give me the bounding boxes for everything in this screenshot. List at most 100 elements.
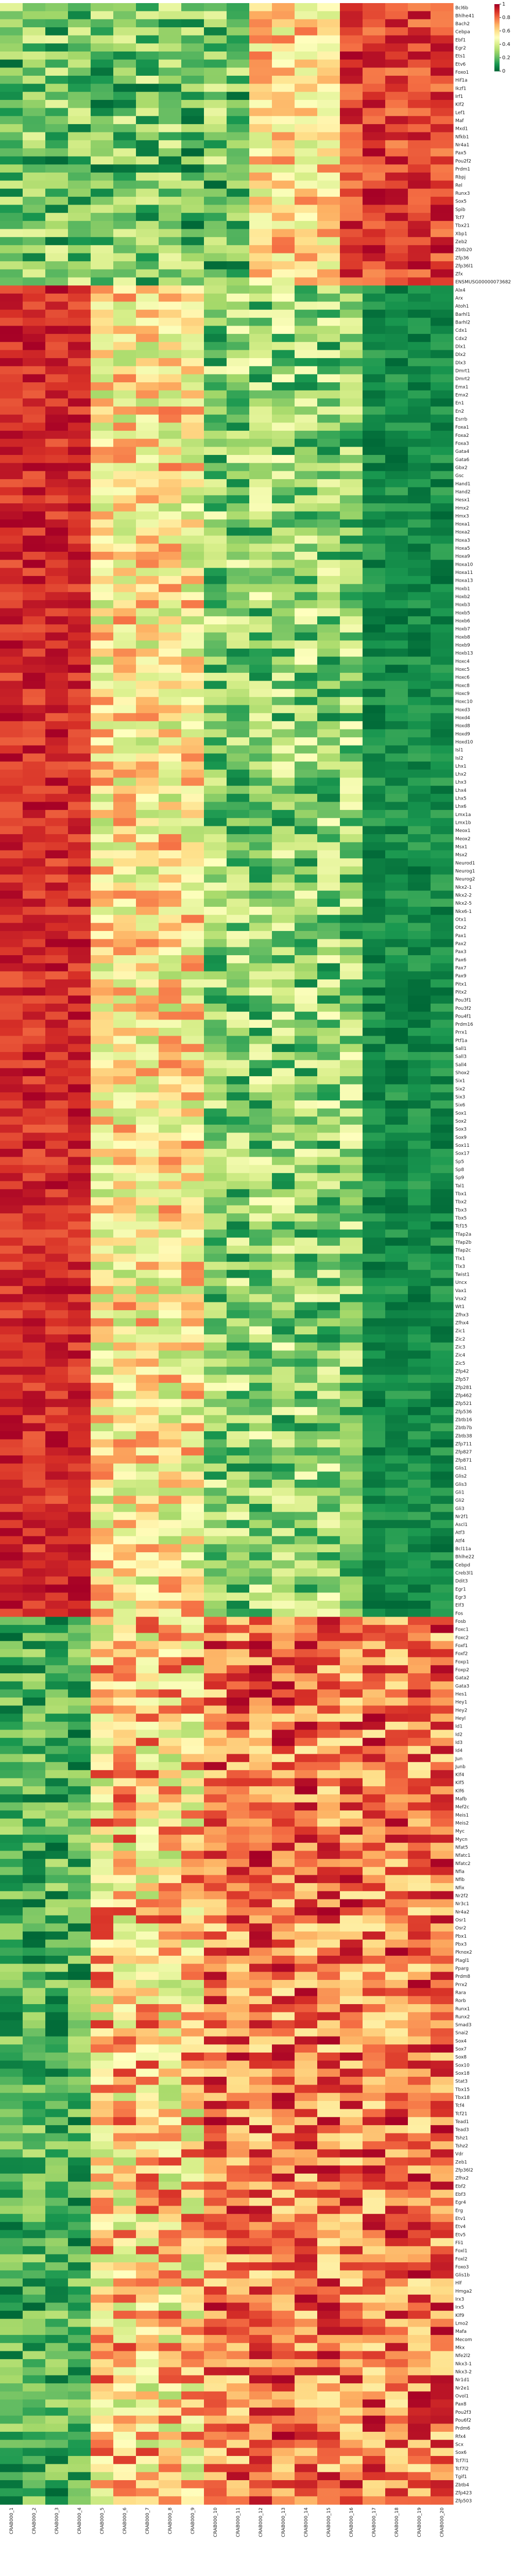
heatmap-cell: [68, 108, 91, 116]
heatmap-cell: [249, 1851, 272, 1859]
heatmap-cell: [385, 414, 408, 423]
heatmap-cell: [23, 132, 46, 141]
heatmap-cell: [91, 51, 114, 60]
heatmap-cell: [227, 1447, 250, 1456]
heatmap-cell: [113, 1100, 136, 1109]
heatmap-cell: [295, 971, 318, 980]
heatmap-cell: [272, 995, 295, 1004]
heatmap-cell: [317, 1552, 340, 1561]
heatmap-cell: [340, 511, 363, 520]
heatmap-cell: [68, 1963, 91, 1972]
heatmap-cell: [249, 237, 272, 246]
heatmap-cell: [23, 1342, 46, 1351]
heatmap-cell: [45, 431, 68, 439]
heatmap-cell: [0, 1100, 23, 1109]
heatmap-cell: [68, 1584, 91, 1593]
heatmap-cell: [204, 382, 227, 391]
heatmap-cell: [249, 955, 272, 964]
heatmap-cell: [431, 551, 454, 561]
heatmap-cell: [204, 1504, 227, 1513]
heatmap-cell: [204, 818, 227, 827]
heatmap-cell: [385, 1044, 408, 1053]
heatmap-cell: [249, 1714, 272, 1722]
heatmap-cell: [363, 955, 386, 964]
heatmap-cell: [136, 1157, 159, 1165]
heatmap-cell: [431, 1963, 454, 1972]
heatmap-cell: [204, 1835, 227, 1843]
heatmap-cell: [431, 245, 454, 254]
heatmap-cell: [204, 689, 227, 698]
heatmap-cell: [204, 826, 227, 835]
heatmap-cell: [385, 672, 408, 682]
heatmap-cell: [136, 1512, 159, 1520]
heatmap-cell: [385, 1600, 408, 1609]
heatmap-cell: [159, 1963, 182, 1972]
heatmap-cell: [227, 1826, 250, 1835]
heatmap-cell: [340, 1286, 363, 1295]
heatmap-cell: [181, 939, 204, 947]
heatmap-cell: [159, 180, 182, 189]
heatmap-cell: [23, 1552, 46, 1561]
heatmap-cell: [159, 1189, 182, 1198]
heatmap-cell: [136, 374, 159, 383]
heatmap-cell: [159, 1956, 182, 1964]
heatmap-cell: [181, 697, 204, 706]
heatmap-cell: [363, 479, 386, 488]
heatmap-cell: [159, 172, 182, 181]
heatmap-cell: [136, 1366, 159, 1376]
heatmap-cell: [23, 575, 46, 585]
heatmap-cell: [295, 1004, 318, 1012]
heatmap-cell: [0, 237, 23, 246]
heatmap-cell: [431, 1802, 454, 1811]
heatmap-cell: [204, 1447, 227, 1456]
heatmap-cell: [249, 1157, 272, 1165]
heatmap-cell: [113, 1359, 136, 1367]
heatmap-cell: [295, 1714, 318, 1722]
heatmap-cell: [317, 172, 340, 181]
heatmap-cell: [363, 890, 386, 899]
heatmap-cell: [23, 1068, 46, 1077]
heatmap-cell: [340, 1641, 363, 1650]
heatmap-cell: [45, 705, 68, 714]
heatmap-cell: [272, 1189, 295, 1198]
heatmap-cell: [91, 19, 114, 28]
heatmap-cell: [272, 358, 295, 367]
heatmap-cell: [340, 705, 363, 714]
heatmap-cell: [363, 519, 386, 528]
heatmap-cell: [68, 761, 91, 770]
heatmap-cell: [91, 1302, 114, 1311]
heatmap-cell: [249, 1842, 272, 1852]
heatmap-cell: [272, 1504, 295, 1513]
heatmap-cell: [136, 850, 159, 859]
heatmap-cell: [0, 350, 23, 359]
heatmap-cell: [227, 1092, 250, 1101]
heatmap-cell: [385, 1463, 408, 1472]
heatmap-cell: [136, 721, 159, 730]
heatmap-cell: [23, 1714, 46, 1722]
heatmap-cell: [45, 1851, 68, 1859]
heatmap-cell: [136, 1197, 159, 1206]
heatmap-cell: [136, 697, 159, 706]
heatmap-cell: [431, 737, 454, 746]
heatmap-cell: [23, 1963, 46, 1972]
heatmap-cell: [204, 1383, 227, 1392]
heatmap-cell: [272, 616, 295, 625]
heatmap-cell: [204, 1302, 227, 1311]
heatmap-cell: [340, 1931, 363, 1940]
heatmap-cell: [295, 535, 318, 544]
heatmap-cell: [385, 1181, 408, 1190]
heatmap-cell: [272, 786, 295, 794]
heatmap-cell: [91, 1907, 114, 1916]
heatmap-cell: [295, 51, 318, 60]
heatmap-cell: [363, 164, 386, 173]
heatmap-cell: [363, 1269, 386, 1279]
heatmap-cell: [295, 1721, 318, 1731]
heatmap-cell: [340, 438, 363, 447]
heatmap-cell: [363, 575, 386, 585]
heatmap-cell: [227, 59, 250, 68]
heatmap-cell: [113, 1415, 136, 1423]
heatmap-cell: [136, 1802, 159, 1811]
heatmap-cell: [113, 519, 136, 528]
heatmap-cell: [159, 342, 182, 351]
heatmap-cell: [113, 648, 136, 657]
